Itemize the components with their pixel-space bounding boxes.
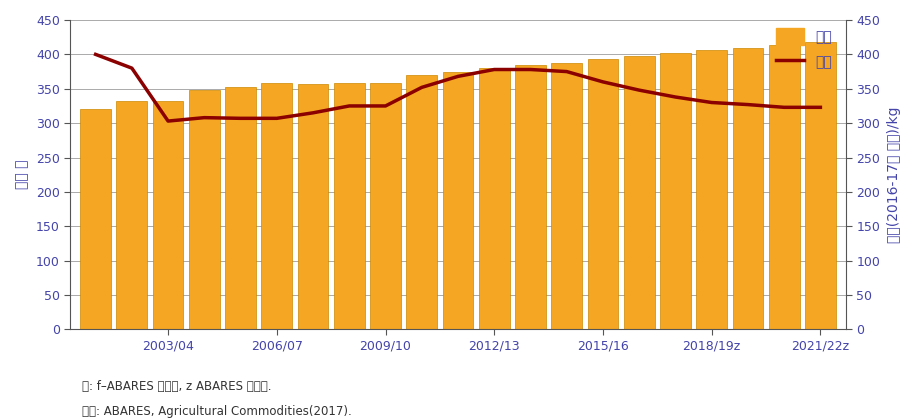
Bar	[624, 56, 655, 329]
Text: 자료: ABARES, Agricultural Commodities(2017).: 자료: ABARES, Agricultural Commodities(201…	[82, 405, 352, 418]
Bar	[153, 101, 183, 329]
Bar	[696, 50, 727, 329]
Y-axis label: 센트(2016-17년 기준)/kg: 센트(2016-17년 기준)/kg	[887, 107, 901, 243]
Bar	[551, 63, 583, 329]
Bar	[805, 42, 835, 329]
Bar	[333, 83, 365, 329]
Bar	[225, 87, 256, 329]
Bar	[769, 45, 800, 329]
Legend: 생산, 가격: 생산, 가격	[769, 21, 839, 77]
Bar	[515, 65, 546, 329]
Bar	[189, 90, 220, 329]
Bar	[587, 59, 618, 329]
Bar	[479, 68, 509, 329]
Bar	[733, 48, 763, 329]
Bar	[298, 84, 329, 329]
Bar	[261, 83, 292, 329]
Bar	[81, 110, 111, 329]
Y-axis label: 킨로 톤: 킨로 톤	[15, 160, 29, 189]
Bar	[442, 71, 474, 329]
Bar	[660, 53, 691, 329]
Text: 주: f–ABARES 전망치, z ABARES 추정치.: 주: f–ABARES 전망치, z ABARES 추정치.	[82, 380, 272, 393]
Bar	[407, 75, 437, 329]
Bar	[370, 83, 401, 329]
Bar	[116, 101, 147, 329]
